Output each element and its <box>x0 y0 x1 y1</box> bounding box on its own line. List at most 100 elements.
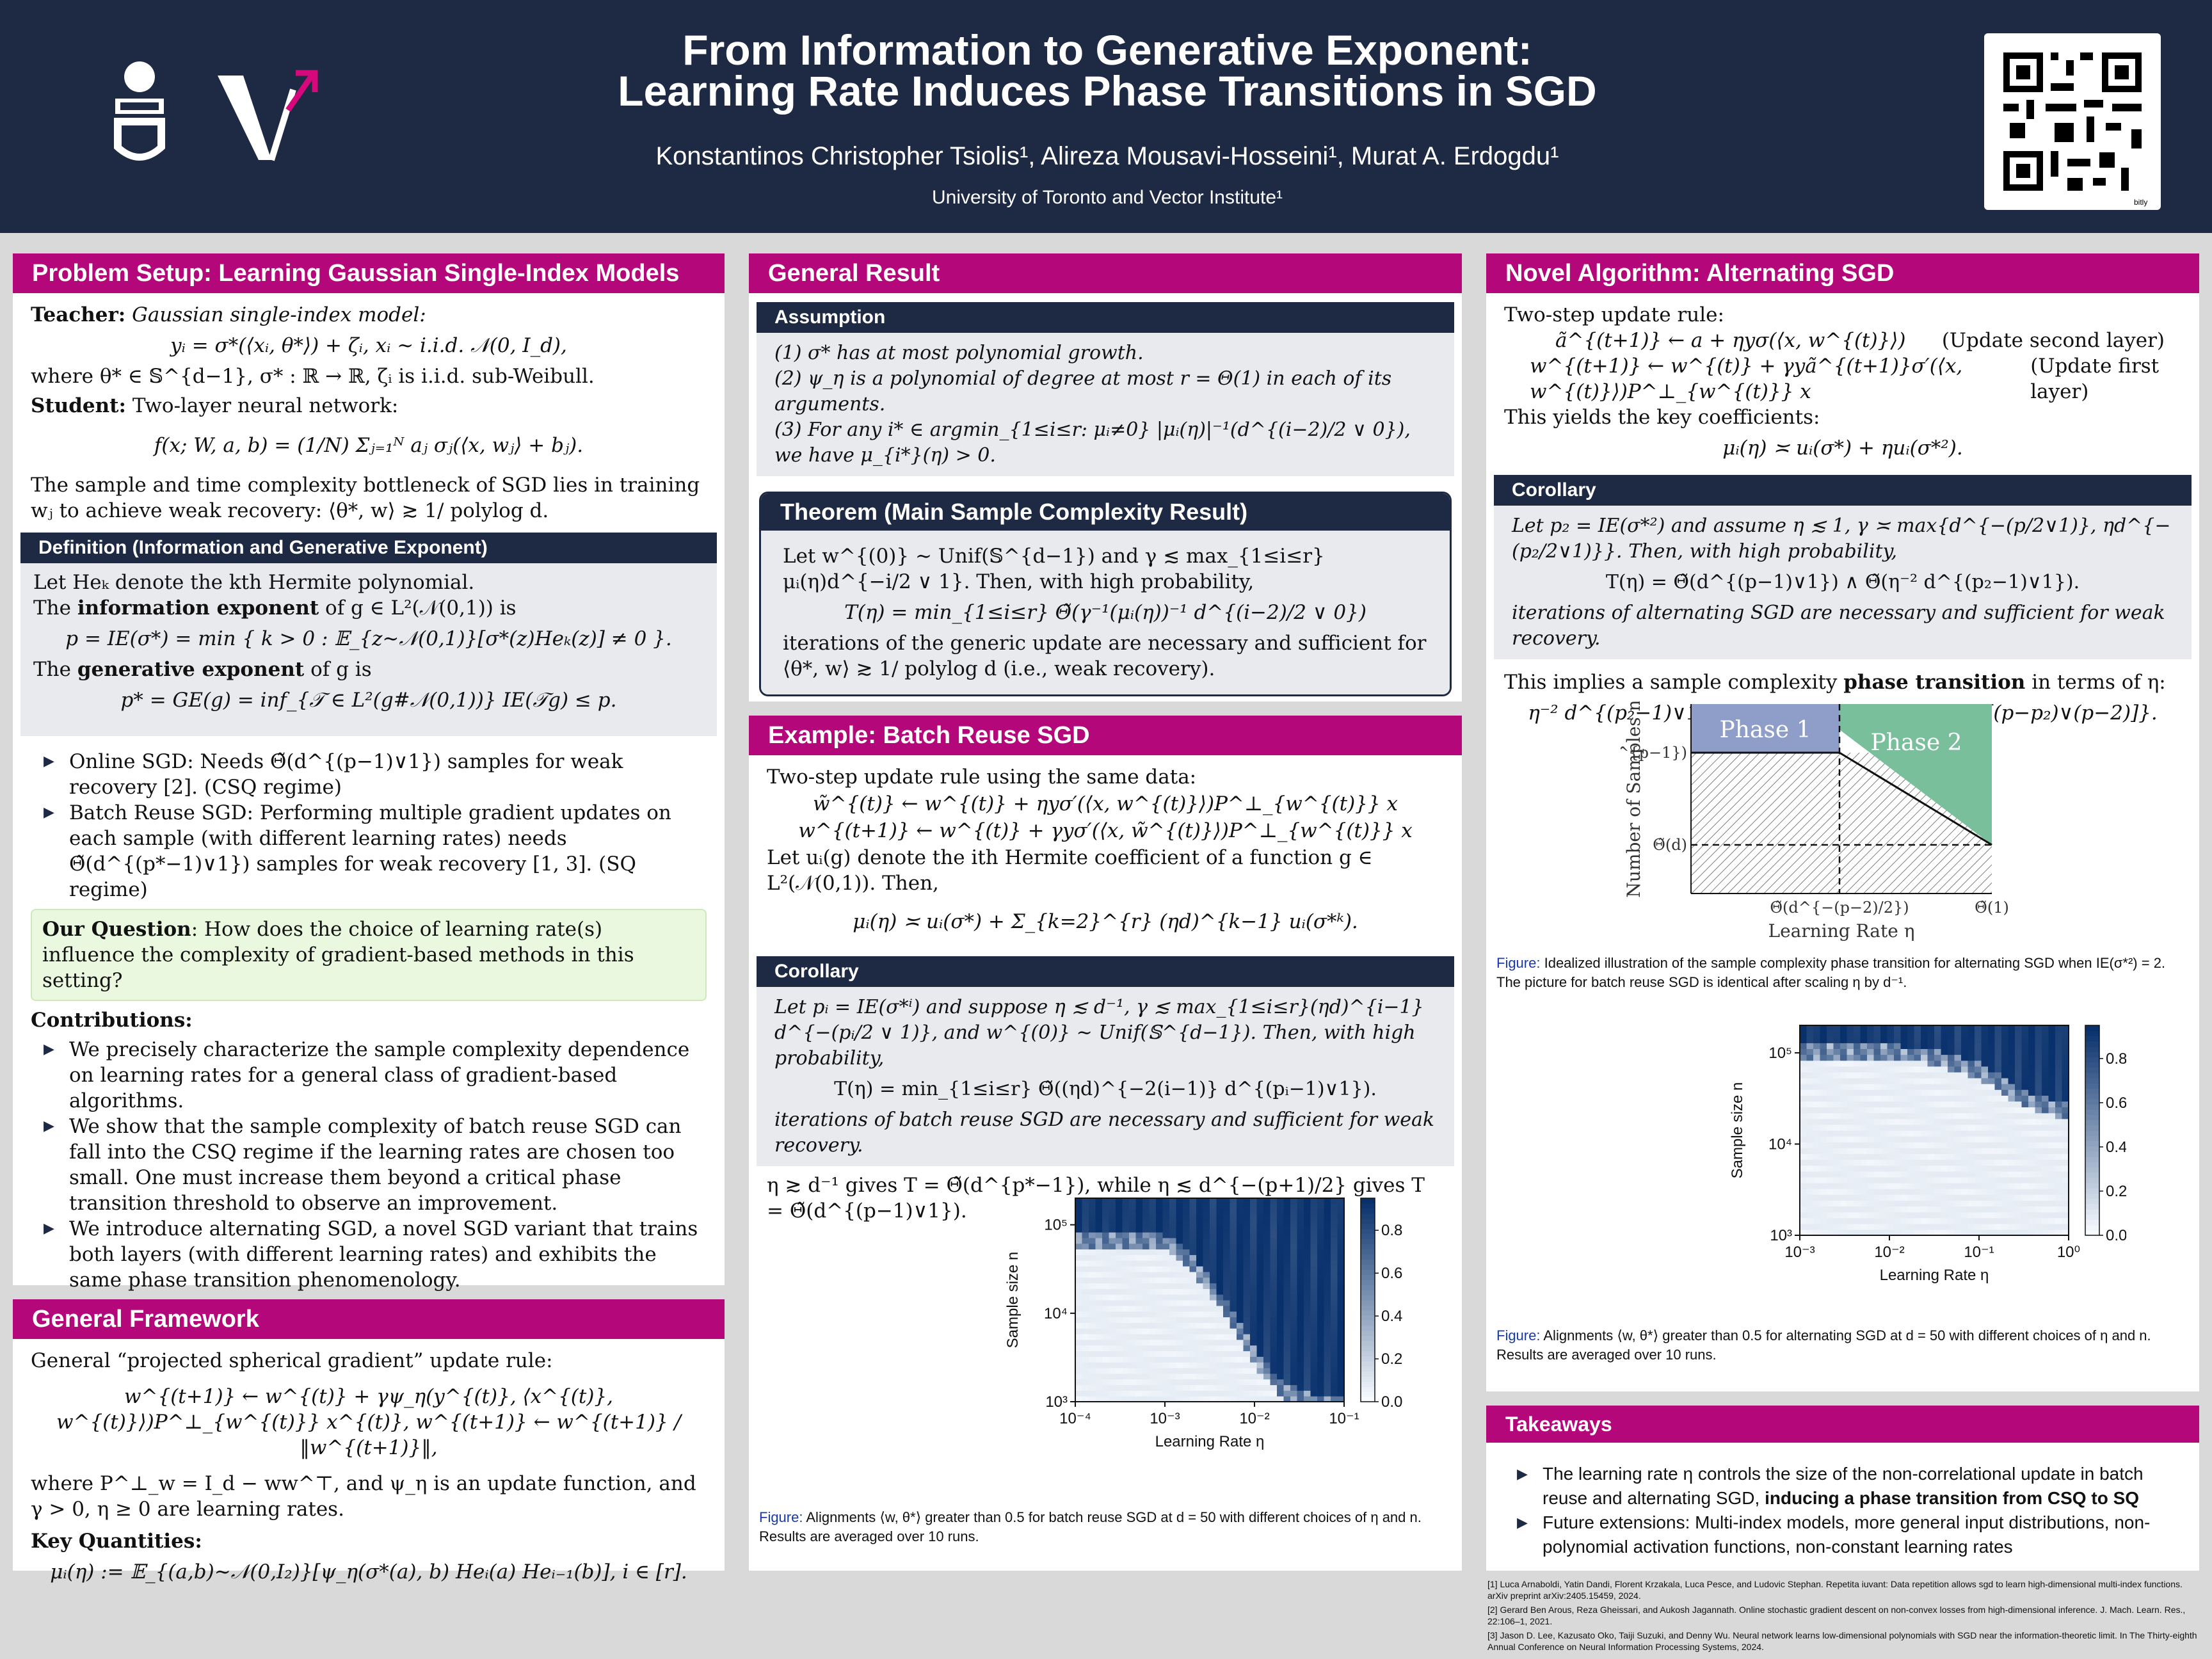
heatmap-cell <box>1854 1130 1861 1137</box>
heatmap-cell <box>2001 1148 2009 1154</box>
corollary-equation: T(η) = min_{1≤i≤r} Θ̃((ηd)^{−2(i−1)} d^{… <box>834 1078 1377 1100</box>
heatmap-cell <box>1317 1288 1325 1295</box>
heatmap-cell <box>1820 1159 1827 1166</box>
heatmap-cell <box>2042 1159 2049 1166</box>
heatmap-cell <box>1317 1356 1325 1363</box>
heatmap-cell <box>1331 1215 1338 1221</box>
heatmap-cell <box>1297 1243 1304 1250</box>
heatmap-cell <box>1840 1200 1848 1206</box>
heatmap-cell <box>1203 1362 1210 1368</box>
heatmap-cell <box>1948 1066 1955 1073</box>
heatmap-cell <box>2008 1089 2016 1096</box>
heatmap-cell <box>1914 1142 1921 1148</box>
heatmap-cell <box>1256 1356 1264 1363</box>
heatmap-cell <box>1880 1223 1888 1230</box>
heatmap-cell <box>1230 1328 1237 1334</box>
heatmap-cell <box>1142 1266 1150 1272</box>
colorbar-step <box>1361 1223 1375 1230</box>
heatmap-cell <box>1833 1183 1841 1189</box>
heatmap-cell <box>1854 1089 1861 1096</box>
heatmap-cell <box>2015 1130 2023 1137</box>
heatmap-cell <box>1149 1288 1157 1295</box>
heatmap-cell <box>1800 1089 1807 1096</box>
heatmap-cell <box>1800 1084 1807 1090</box>
heatmap-cell <box>1873 1048 1881 1055</box>
heatmap-cell <box>1135 1328 1143 1334</box>
heatmap-cell <box>1860 1183 1868 1189</box>
heatmap-cell <box>2062 1118 2069 1125</box>
heatmap-cell <box>1994 1206 2002 1213</box>
heatmap-cell <box>1256 1203 1264 1210</box>
heatmap-cell <box>1116 1300 1123 1306</box>
heatmap-cell <box>1149 1232 1157 1238</box>
heatmap-cell <box>1860 1130 1868 1137</box>
heatmap-cell <box>1968 1148 1975 1154</box>
heatmap-cell <box>1183 1305 1190 1312</box>
heatmap-cell <box>2055 1183 2063 1189</box>
heatmap-cell <box>1827 1060 1834 1067</box>
heatmap-cell <box>1921 1217 1928 1224</box>
heatmap-cell <box>1948 1183 1955 1189</box>
heatmap-cell <box>1310 1271 1318 1278</box>
heatmap-cell <box>1331 1368 1338 1374</box>
heatmap-cell <box>1129 1254 1137 1261</box>
heatmap-cell <box>1189 1221 1197 1227</box>
heatmap-cell <box>1847 1165 1854 1172</box>
heatmap-cell <box>1129 1271 1137 1278</box>
heatmap-cell <box>1216 1271 1224 1278</box>
heatmap-cell <box>1968 1212 1975 1219</box>
colorbar-step <box>2085 1130 2099 1136</box>
heatmap-cell <box>1337 1368 1345 1374</box>
heatmap-cell <box>1927 1124 1935 1131</box>
heatmap-cell <box>1934 1060 1942 1067</box>
heatmap-cell <box>1310 1368 1318 1374</box>
heatmap-cell <box>1867 1206 1875 1213</box>
heatmap-cell <box>1873 1229 1881 1236</box>
heatmap-cell <box>2042 1107 2049 1114</box>
heatmap-cell <box>2028 1043 2036 1049</box>
heatmap-cell <box>1867 1084 1875 1090</box>
heatmap-cell <box>1975 1217 1982 1224</box>
heatmap-cell <box>1907 1048 1915 1055</box>
heatmap-cell <box>1847 1176 1854 1183</box>
heatmap-cell <box>1256 1249 1264 1255</box>
heatmap-cell <box>1887 1194 1895 1201</box>
heatmap-cell <box>1183 1396 1190 1402</box>
heatmap-cell <box>1331 1243 1338 1250</box>
heatmap-cell <box>1833 1142 1841 1148</box>
heatmap-cell <box>1900 1118 1908 1125</box>
heatmap-cell <box>1149 1209 1157 1216</box>
caption-text: Alignments ⟨w, θ*⟩ greater than 0.5 for … <box>1496 1327 2151 1363</box>
heatmap-cell <box>1310 1379 1318 1386</box>
heatmap-cell <box>2062 1217 2069 1224</box>
caption-label: Figure: <box>1496 1327 1541 1343</box>
heatmap-cell <box>1981 1066 1989 1073</box>
heatmap-cell <box>1095 1379 1103 1386</box>
heatmap-cell <box>1102 1345 1110 1352</box>
heatmap-cell <box>1867 1124 1875 1131</box>
heatmap-cell <box>1230 1300 1237 1306</box>
heatmap-cell <box>1900 1223 1908 1230</box>
heatmap-cell <box>1880 1130 1888 1137</box>
heatmap-cell <box>1968 1031 1975 1038</box>
heatmap-cell <box>1840 1136 1848 1142</box>
heatmap-cell <box>1203 1328 1210 1334</box>
heatmap-cell <box>1907 1148 1915 1154</box>
heatmap-cell <box>1907 1118 1915 1125</box>
heatmap-cell <box>1189 1271 1197 1278</box>
heatmap-cell <box>1135 1362 1143 1368</box>
heatmap-cell <box>1927 1095 1935 1102</box>
heatmap-cell <box>1331 1254 1338 1261</box>
qr-code[interactable]: bitly <box>1984 33 2161 210</box>
heatmap-cell <box>1082 1254 1089 1261</box>
heatmap-cell <box>1129 1317 1137 1323</box>
panel-title: Novel Algorithm: Alternating SGD <box>1486 253 2199 293</box>
heatmap-cell <box>1981 1078 1989 1084</box>
heatmap-cell <box>1237 1396 1244 1402</box>
heatmap-cell <box>2048 1025 2056 1032</box>
heatmap-cell <box>1337 1209 1345 1216</box>
heatmap-cell <box>1934 1107 1942 1114</box>
heatmap-cell <box>1250 1356 1258 1363</box>
heatmap-cell <box>1102 1243 1110 1250</box>
heatmap-cell <box>1243 1215 1251 1221</box>
